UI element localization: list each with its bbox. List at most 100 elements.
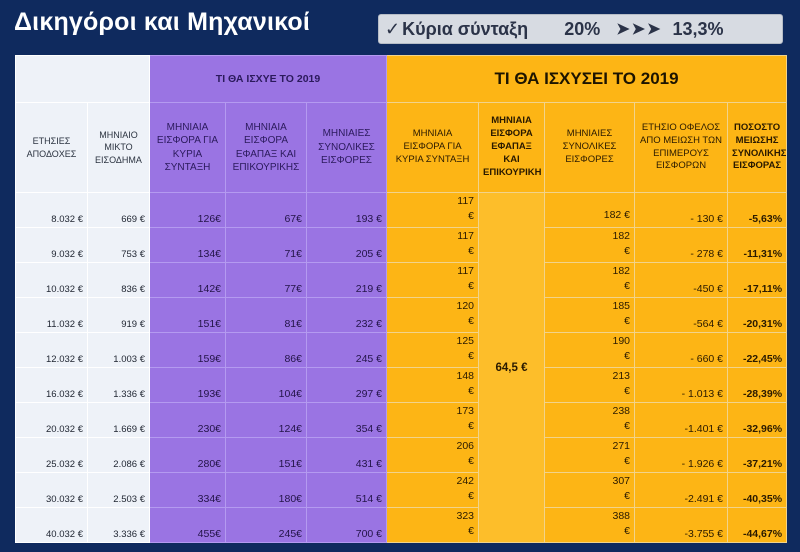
cell-monthly-gross: 919 €: [87, 297, 150, 333]
cell-annual-benefit: - 660 €: [634, 332, 729, 368]
cell-current-total: 700 €: [305, 507, 388, 543]
pension-rate-banner: ✓ Κύρια σύνταξη 20% ➤➤➤ 13,3%: [378, 14, 783, 44]
cell-monthly-gross: 2.503 €: [87, 472, 150, 508]
header-annual-income: ΕΤΗΣΙΕΣ ΑΠΟΔΟΧΕΣ: [15, 102, 88, 193]
table-row: 20.032 €1.669 €230€ 124€ 354 €173 €238 € -1.4…: [15, 402, 788, 438]
banner-label: Κύρια σύνταξη: [402, 18, 529, 39]
old-rate: 20%: [564, 18, 601, 39]
cell-new-main: 206 €: [386, 437, 480, 473]
cell-new-main: 120 €: [386, 297, 480, 333]
cell-new-total-value: [549, 194, 630, 208]
cell-new-total: 238 €: [544, 402, 636, 438]
cell-annual-income: 25.032 €: [15, 437, 88, 473]
cell-current-total: 219 €: [305, 262, 388, 298]
cell-new-total-currency: €: [624, 385, 631, 398]
cell-current-lump: 124€: [225, 402, 307, 438]
cell-pct-reduction: -28,39%: [727, 367, 788, 403]
cell-new-main-value: 117: [457, 195, 475, 207]
header-current-main: ΜΗΝΙΑΙΑ ΕΙΣΦΟΡΑ ΓΙΑ ΚΥΡΙΑ ΣΥΝΤΑΞΗ: [149, 102, 226, 193]
cell-new-total: 388 €: [544, 507, 636, 543]
arrows-icon: ➤➤➤: [616, 21, 663, 38]
cell-current-main: 159€: [149, 332, 226, 368]
cell-new-main: 117 €: [386, 192, 480, 228]
cell-monthly-gross: 753 €: [87, 227, 150, 263]
cell-pct-reduction: -32,96%: [727, 402, 788, 438]
cell-annual-benefit: - 130 €: [634, 192, 729, 228]
cell-new-total-value: 388: [612, 510, 631, 522]
check-icon: ✓: [385, 18, 401, 39]
cell-annual-income: 11.032 €: [15, 297, 88, 333]
cell-new-total: 182 €: [544, 262, 636, 298]
cell-new-main-currency: €: [468, 525, 475, 538]
header-monthly-gross: ΜΗΝΙΑΙΟ ΜΙΚΤΟ ΕΙΣΟΔΗΜΑ: [87, 102, 150, 193]
cell-current-main: 334€: [149, 472, 226, 508]
cell-annual-benefit: - 1.926 €: [634, 437, 729, 473]
cell-new-total-currency: €: [624, 525, 631, 538]
cell-annual-benefit: - 1.013 €: [634, 367, 729, 403]
cell-new-main-currency: €: [468, 280, 475, 293]
cell-current-lump: 245€: [225, 507, 307, 543]
cell-new-main-value: 117: [457, 230, 475, 242]
cell-new-main: 323 €: [386, 507, 480, 543]
contributions-table-container: ΤΙ ΘΑ ΙΣΧΥΕ ΤΟ 2019 ΤΙ ΘΑ ΙΣΧΥΣΕΙ ΤΟ 201…: [15, 55, 788, 543]
cell-new-total-value: 185: [612, 300, 631, 312]
cell-monthly-gross: 3.336 €: [87, 507, 150, 543]
cell-new-main-currency: €: [468, 455, 475, 468]
column-header-row: ΕΤΗΣΙΕΣ ΑΠΟΔΟΧΕΣ ΜΗΝΙΑΙΟ ΜΙΚΤΟ ΕΙΣΟΔΗΜΑ …: [15, 102, 788, 193]
cell-annual-benefit: -1.401 €: [634, 402, 729, 438]
cell-new-total: 185 €: [544, 297, 636, 333]
cell-new-main-value: 125: [456, 335, 475, 347]
cell-new-total: 182 €: [544, 227, 636, 263]
table-body: 8.032 €669 €126€ 67€ 193 €117 €64,5 €182 € -…: [15, 192, 788, 543]
header-new-total: ΜΗΝΙΑΙΕΣ ΣΥΝΟΛΙΚΕΣ ΕΙΣΦΟΡΕΣ: [544, 102, 636, 193]
cell-monthly-gross: 1.336 €: [87, 367, 150, 403]
cell-new-main-currency: €: [468, 210, 475, 223]
cell-new-main-value: 242: [456, 475, 475, 487]
cell-current-main: 134€: [149, 227, 226, 263]
table-row: 16.032 €1.336 €193€ 104€ 297 €148 €213 € - 1.…: [15, 367, 788, 403]
cell-new-total-value: 307: [612, 475, 631, 487]
cell-new-total-currency: €: [624, 350, 631, 363]
cell-annual-income: 30.032 €: [15, 472, 88, 508]
cell-annual-benefit: -3.755 €: [634, 507, 729, 543]
cell-annual-income: 16.032 €: [15, 367, 88, 403]
table-row: 40.032 €3.336 €455€ 245€ 700 €323 €388 € -3.7…: [15, 507, 788, 543]
header-new-lump: ΜΗΝΙΑΙΑ ΕΙΣΦΟΡΑ ΕΦΑΠΑΞ ΚΑΙ ΕΠΙΚΟΥΡΙΚΗ: [478, 102, 546, 193]
cell-annual-income: 10.032 €: [15, 262, 88, 298]
cell-new-main-value: 120: [456, 300, 475, 312]
group-current: ΤΙ ΘΑ ΙΣΧΥΕ ΤΟ 2019: [148, 55, 388, 103]
cell-new-total-value: 190: [612, 335, 631, 347]
cell-new-total-value: 238: [612, 405, 631, 417]
table-row: 30.032 €2.503 €334€ 180€ 514 €242 €307 € -2.4…: [15, 472, 788, 508]
cell-current-total: 205 €: [305, 227, 388, 263]
cell-new-total-value: 213: [612, 370, 631, 382]
cell-current-total: 193 €: [305, 192, 388, 228]
cell-pct-reduction: -44,67%: [727, 507, 788, 543]
group-header-row: ΤΙ ΘΑ ΙΣΧΥΕ ΤΟ 2019 ΤΙ ΘΑ ΙΣΧΥΣΕΙ ΤΟ 201…: [15, 55, 788, 103]
cell-new-total-currency: €: [624, 455, 631, 468]
cell-current-main: 230€: [149, 402, 226, 438]
cell-current-lump: 77€: [225, 262, 307, 298]
cell-current-lump: 180€: [225, 472, 307, 508]
cell-new-total-currency: €: [624, 315, 631, 328]
cell-new-main: 148 €: [386, 367, 480, 403]
cell-new-total-currency: 182 €: [603, 209, 631, 221]
table-row: 25.032 €2.086 €280€ 151€ 431 €206 €271 € - 1.…: [15, 437, 788, 473]
cell-new-main-value: 173: [456, 405, 475, 417]
new-rate: 13,3%: [672, 18, 724, 39]
cell-new-total: 213 €: [544, 367, 636, 403]
cell-annual-income: 40.032 €: [15, 507, 88, 543]
header-pct-reduction: ΠΟΣΟΣΤΟ ΜΕΙΩΣΗΣ ΣΥΝΟΛΙΚΗΣ ΕΙΣΦΟΡΑΣ: [727, 102, 788, 193]
cell-current-main: 151€: [149, 297, 226, 333]
cell-annual-income: 8.032 €: [15, 192, 88, 228]
cell-pct-reduction: -20,31%: [727, 297, 788, 333]
table-row: 11.032 €919 €151€ 81€ 232 €120 €185 € -564 € -…: [15, 297, 788, 333]
cell-annual-income: 20.032 €: [15, 402, 88, 438]
cell-new-main-currency: €: [468, 350, 475, 363]
cell-monthly-gross: 836 €: [87, 262, 150, 298]
cell-monthly-gross: 669 €: [87, 192, 150, 228]
cell-monthly-gross: 1.669 €: [87, 402, 150, 438]
cell-new-main: 117 €: [386, 262, 480, 298]
cell-new-total: 182 €: [544, 192, 636, 228]
header-annual-benefit: ΕΤΗΣΙΟ ΟΦΕΛΟΣ ΑΠΟ ΜΕΙΩΣΗ ΤΩΝ ΕΠΙΜΕΡΟΥΣ Ε…: [634, 102, 729, 193]
